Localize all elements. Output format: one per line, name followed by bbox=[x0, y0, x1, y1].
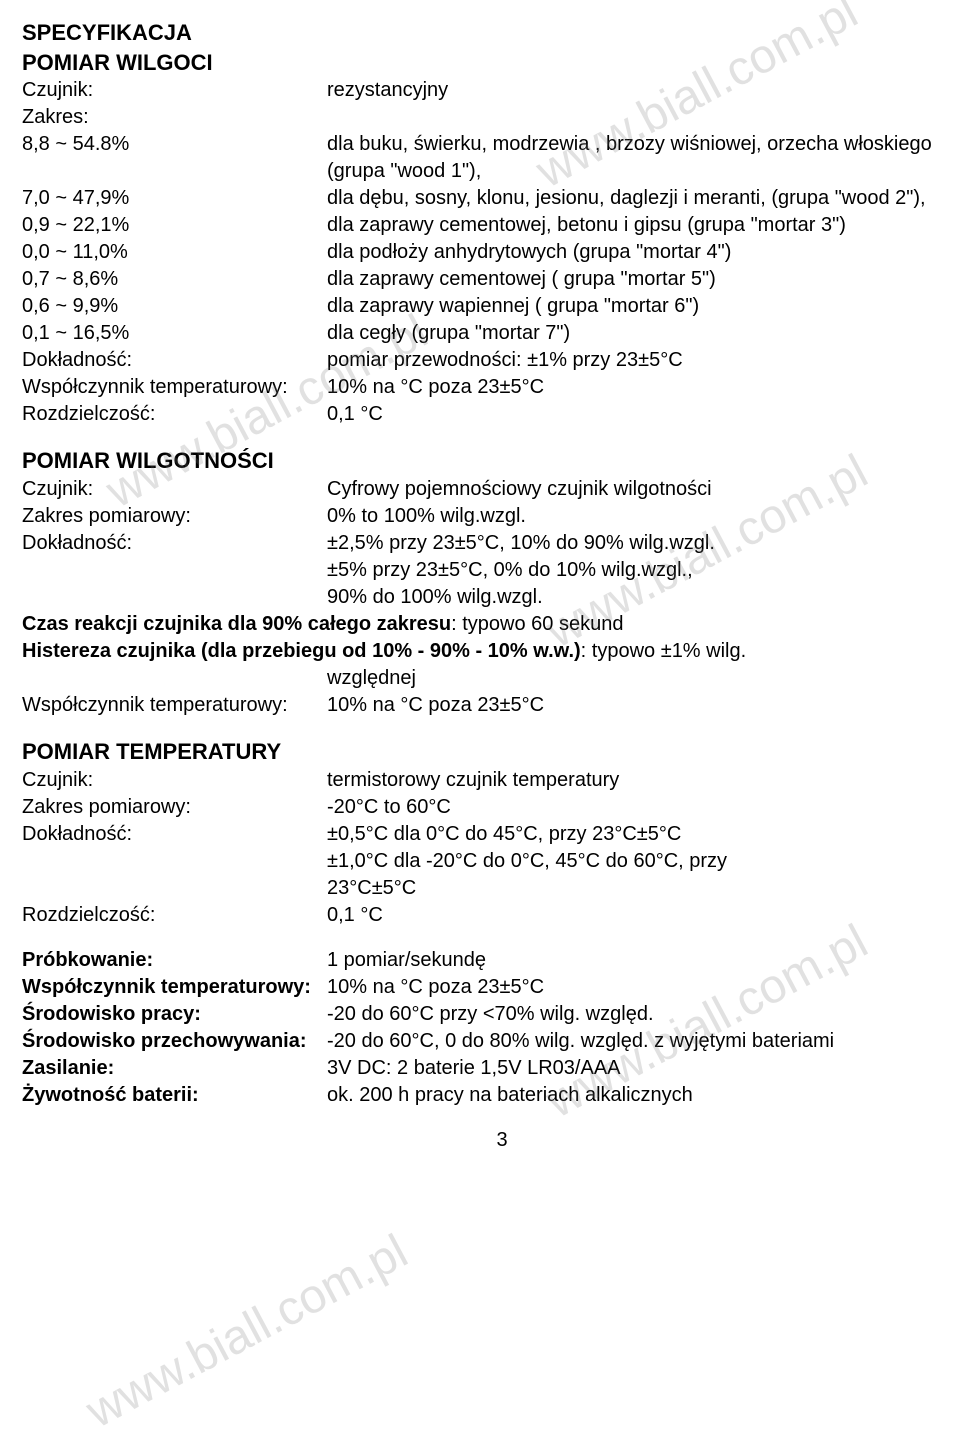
humidity-heading: POMIAR WILGOTNOŚCI bbox=[22, 446, 960, 476]
moisture-sensor-label: Czujnik: bbox=[22, 77, 327, 104]
moisture-r6-label: 0,6 ~ 9,9% bbox=[22, 293, 327, 320]
temp-samp-label: Próbkowanie: bbox=[22, 947, 327, 974]
moisture-tcoef-label: Współczynnik temperaturowy: bbox=[22, 374, 327, 401]
moisture-r6-value: dla zaprawy wapiennej ( grupa "mortar 6"… bbox=[327, 293, 960, 320]
page-number: 3 bbox=[22, 1109, 960, 1154]
moisture-r2-value: dla dębu, sosny, klonu, jesionu, daglezj… bbox=[327, 185, 960, 212]
moisture-acc-label: Dokładność: bbox=[22, 347, 327, 374]
moisture-r4-value: dla podłoży anhydrytowych (grupa "mortar… bbox=[327, 239, 960, 266]
temp-batt-value: ok. 200 h pracy na bateriach alkalicznyc… bbox=[327, 1082, 960, 1109]
moisture-r5-label: 0,7 ~ 8,6% bbox=[22, 266, 327, 293]
moisture-res-label: Rozdzielczość: bbox=[22, 401, 327, 428]
temp-tcoef-value: 10% na °C poza 23±5°C bbox=[327, 974, 960, 1001]
temp-sensor-label: Czujnik: bbox=[22, 767, 327, 794]
content: SPECYFIKACJA POMIAR WILGOCI Czujnik: rez… bbox=[22, 18, 960, 1154]
temp-acc-value3: 23°C±5°C bbox=[22, 875, 960, 902]
moisture-r4-label: 0,0 ~ 11,0% bbox=[22, 239, 327, 266]
moisture-sensor-value: rezystancyjny bbox=[327, 77, 960, 104]
moisture-r3-value: dla zaprawy cementowej, betonu i gipsu (… bbox=[327, 212, 960, 239]
humidity-range-label: Zakres pomiarowy: bbox=[22, 503, 327, 530]
temp-tcoef-label: Współczynnik temperaturowy: bbox=[22, 974, 327, 1001]
humidity-hyst-plain: : typowo ±1% wilg. bbox=[581, 640, 747, 662]
temp-sensor-value: termistorowy czujnik temperatury bbox=[327, 767, 960, 794]
spec-title: SPECYFIKACJA bbox=[22, 18, 960, 48]
temp-envst-label: Środowisko przechowywania: bbox=[22, 1028, 327, 1055]
temp-acc-value2: ±1,0°C dla -20°C do 0°C, 45°C do 60°C, p… bbox=[22, 848, 960, 875]
humidity-acc-value2: ±5% przy 23±5°C, 0% do 10% wilg.wzgl., bbox=[22, 557, 960, 584]
moisture-res-value: 0,1 °C bbox=[327, 401, 960, 428]
temp-power-label: Zasilanie: bbox=[22, 1055, 327, 1082]
humidity-sensor-value: Cyfrowy pojemnościowy czujnik wilgotnośc… bbox=[327, 476, 960, 503]
temp-range-value: -20°C to 60°C bbox=[327, 794, 960, 821]
humidity-acc-value1: ±2,5% przy 23±5°C, 10% do 90% wilg.wzgl. bbox=[327, 530, 960, 557]
moisture-r7-value: dla cegły (grupa "mortar 7") bbox=[327, 320, 960, 347]
humidity-react-bold: Czas reakcji czujnika dla 90% całego zak… bbox=[22, 613, 451, 635]
temp-range-label: Zakres pomiarowy: bbox=[22, 794, 327, 821]
moisture-tcoef-value: 10% na °C poza 23±5°C bbox=[327, 374, 960, 401]
humidity-tcoef-value: 10% na °C poza 23±5°C bbox=[327, 692, 960, 719]
temp-envop-label: Środowisko pracy: bbox=[22, 1001, 327, 1028]
moisture-r3-label: 0,9 ~ 22,1% bbox=[22, 212, 327, 239]
humidity-acc-label: Dokładność: bbox=[22, 530, 327, 557]
humidity-hyst-bold: Histereza czujnika (dla przebiegu od 10%… bbox=[22, 640, 581, 662]
moisture-r1-label: 8,8 ~ 54.8% bbox=[22, 131, 327, 185]
humidity-hysteresis: Histereza czujnika (dla przebiegu od 10%… bbox=[22, 638, 960, 665]
moisture-heading: POMIAR WILGOCI bbox=[22, 48, 960, 78]
temp-batt-label: Żywotność baterii: bbox=[22, 1082, 327, 1109]
moisture-range-label: Zakres: bbox=[22, 104, 327, 131]
temp-envst-value: -20 do 60°C, 0 do 80% wilg. względ. z wy… bbox=[327, 1028, 960, 1055]
temp-power-value: 3V DC: 2 baterie 1,5V LR03/AAA bbox=[327, 1055, 960, 1082]
humidity-acc-value3: 90% do 100% wilg.wzgl. bbox=[22, 584, 960, 611]
moisture-acc-value: pomiar przewodności: ±1% przy 23±5°C bbox=[327, 347, 960, 374]
temp-res-label: Rozdzielczość: bbox=[22, 902, 327, 929]
humidity-range-value: 0% to 100% wilg.wzgl. bbox=[327, 503, 960, 530]
temp-samp-value: 1 pomiar/sekundę bbox=[327, 947, 960, 974]
humidity-reaction: Czas reakcji czujnika dla 90% całego zak… bbox=[22, 611, 960, 638]
temp-res-value: 0,1 °C bbox=[327, 902, 960, 929]
humidity-sensor-label: Czujnik: bbox=[22, 476, 327, 503]
moisture-r7-label: 0,1 ~ 16,5% bbox=[22, 320, 327, 347]
temperature-heading: POMIAR TEMPERATURY bbox=[22, 737, 960, 767]
moisture-r5-value: dla zaprawy cementowej ( grupa "mortar 5… bbox=[327, 266, 960, 293]
moisture-r1-value: dla buku, świerku, modrzewia , brzozy wi… bbox=[327, 131, 960, 185]
moisture-r2-label: 7,0 ~ 47,9% bbox=[22, 185, 327, 212]
watermark: www.biall.com.pl bbox=[76, 1221, 420, 1444]
humidity-hyst-line2: względnej bbox=[22, 665, 960, 692]
humidity-react-plain: : typowo 60 sekund bbox=[451, 613, 623, 635]
humidity-tcoef-label: Współczynnik temperaturowy: bbox=[22, 692, 327, 719]
temp-acc-value1: ±0,5°C dla 0°C do 45°C, przy 23°C±5°C bbox=[327, 821, 960, 848]
temp-acc-label: Dokładność: bbox=[22, 821, 327, 848]
temp-envop-value: -20 do 60°C przy <70% wilg. względ. bbox=[327, 1001, 960, 1028]
